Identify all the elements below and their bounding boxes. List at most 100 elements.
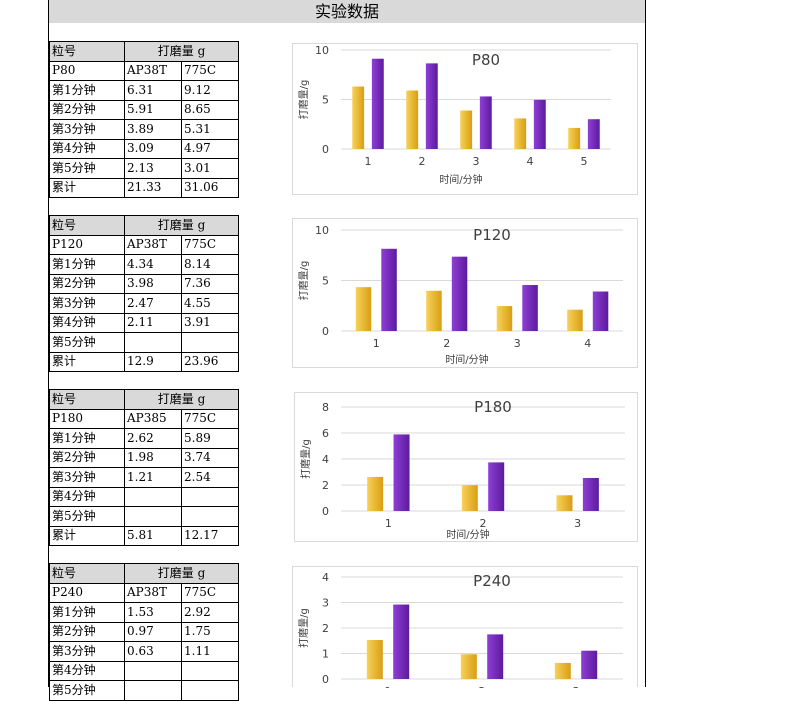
wear-label: 打磨量 g bbox=[124, 215, 239, 236]
table-row: 第4分钟 3.09 4.97 bbox=[49, 138, 239, 159]
bar-775c bbox=[393, 434, 410, 511]
x-tick-label: 2 bbox=[443, 337, 450, 350]
data-table-p120: 粒号 打磨量 g P120 AP38T 775C 第1分钟 4.34 8.14 第2分钟… bbox=[49, 215, 239, 372]
y-tick-label: 10 bbox=[315, 224, 329, 237]
table-cell: 4.55 bbox=[181, 293, 239, 314]
y-tick-label: 2 bbox=[322, 479, 329, 492]
table-cell: AP38T bbox=[124, 234, 182, 255]
table-cell bbox=[124, 660, 182, 681]
table-cell: 第3分钟 bbox=[49, 119, 125, 140]
chart-p80: 0 5 10 1 2 3 4 5 P80 打磨量/g 时间/分钟 bbox=[292, 43, 638, 195]
bar-775c bbox=[381, 248, 397, 331]
bar-ap bbox=[567, 309, 583, 331]
table-row: 第2分钟 0.97 1.75 bbox=[49, 621, 239, 642]
table-cell: 0.63 bbox=[124, 641, 182, 662]
table-cell bbox=[124, 486, 182, 507]
x-axis-title: 时间/分钟 bbox=[445, 353, 488, 366]
table-cell: 第4分钟 bbox=[49, 660, 125, 681]
table-cell: 第2分钟 bbox=[49, 273, 125, 294]
bar-ap bbox=[460, 654, 477, 679]
y-axis-title: 打磨量/g bbox=[297, 80, 310, 120]
table-row: 第1分钟 2.62 5.89 bbox=[49, 428, 239, 449]
grit-label: 粒号 bbox=[49, 563, 125, 584]
x-axis-title: 时间/分钟 bbox=[446, 528, 489, 541]
data-table-p180: 粒号 打磨量 g P180 AP385 775C 第1分钟 2.62 5.89 第2分钟… bbox=[49, 389, 239, 546]
y-tick-label: 1 bbox=[322, 648, 329, 661]
table-row: 第3分钟 1.21 2.54 bbox=[49, 467, 239, 488]
table-cell: 2.54 bbox=[181, 467, 239, 488]
table-cell: 第3分钟 bbox=[49, 467, 125, 488]
table-cell: 12.9 bbox=[124, 351, 182, 372]
table-cell: 12.17 bbox=[181, 525, 239, 546]
chart-p120: 0 5 10 1 2 3 4 P120 打磨量/g 时间/分钟 bbox=[292, 218, 638, 368]
table-row: 第5分钟 bbox=[49, 506, 239, 527]
table-header-row: 粒号 打磨量 g bbox=[49, 215, 239, 236]
bar-ap bbox=[355, 287, 372, 331]
bar-775c bbox=[371, 58, 384, 149]
table-cell: 3.98 bbox=[124, 273, 182, 294]
x-tick-label: 5 bbox=[581, 155, 588, 168]
table-row: 第3分钟 0.63 1.11 bbox=[49, 641, 239, 662]
table-cell: 775C bbox=[181, 582, 239, 603]
bar-ap bbox=[514, 118, 527, 149]
table-cell: 第4分钟 bbox=[49, 138, 125, 159]
bar-775c bbox=[479, 96, 492, 149]
table-cell: 第2分钟 bbox=[49, 99, 125, 120]
table-cell: 2.47 bbox=[124, 293, 182, 314]
table-cell: P120 bbox=[49, 234, 125, 255]
table-cell: 3.01 bbox=[181, 158, 239, 179]
table-header-row: 粒号 打磨量 g bbox=[49, 41, 239, 62]
chart-title: P240 bbox=[473, 572, 511, 590]
chart-svg-p120: 0 5 10 1 2 3 4 P120 打磨量/g 时间/分钟 bbox=[297, 224, 623, 366]
bar-ap bbox=[554, 662, 571, 679]
table-cell: 2.13 bbox=[124, 158, 182, 179]
y-tick-label: 0 bbox=[322, 505, 329, 518]
table-cell: 1.11 bbox=[181, 641, 239, 662]
chart-p240: 01234123P240打磨量/g bbox=[292, 566, 638, 688]
y-tick-label: 5 bbox=[322, 275, 329, 288]
table-row: 第2分钟 3.98 7.36 bbox=[49, 273, 239, 294]
y-tick-label: 0 bbox=[322, 143, 329, 156]
chart-title: P120 bbox=[473, 226, 511, 244]
table-cell: 第5分钟 bbox=[49, 332, 125, 353]
y-tick-label: 0 bbox=[322, 325, 329, 338]
y-tick-label: 0 bbox=[322, 673, 329, 686]
table-cell: 775C bbox=[181, 60, 239, 81]
grit-label: 粒号 bbox=[49, 389, 125, 410]
chart-title: P180 bbox=[474, 398, 512, 416]
table-cell: 2.92 bbox=[181, 602, 239, 623]
x-axis-title: 时间/分钟 bbox=[439, 173, 482, 186]
bar-775c bbox=[582, 477, 599, 511]
y-tick-label: 2 bbox=[322, 622, 329, 635]
table-header-row: 粒号 打磨量 g bbox=[49, 563, 239, 584]
x-tick-label: 4 bbox=[584, 337, 591, 350]
table-cell: 2.11 bbox=[124, 312, 182, 333]
table-row: P120 AP38T 775C bbox=[49, 234, 239, 255]
x-tick-label: 1 bbox=[365, 155, 372, 168]
table-cell bbox=[124, 680, 182, 701]
table-row: 第2分钟 1.98 3.74 bbox=[49, 447, 239, 468]
y-tick-label: 5 bbox=[322, 94, 329, 107]
table-cell: 第3分钟 bbox=[49, 293, 125, 314]
y-tick-label: 8 bbox=[322, 401, 329, 414]
table-row: 第3分钟 2.47 4.55 bbox=[49, 293, 239, 314]
table-row: 第1分钟 4.34 8.14 bbox=[49, 254, 239, 275]
data-table-p80: 粒号 打磨量 g P80 AP38T 775C 第1分钟 6.31 9.12 第2分钟 5… bbox=[49, 41, 239, 198]
bar-ap bbox=[556, 495, 573, 511]
table-cell: 第5分钟 bbox=[49, 158, 125, 179]
table-cell: 第4分钟 bbox=[49, 486, 125, 507]
bar-ap bbox=[352, 86, 365, 149]
table-cell: 1.53 bbox=[124, 602, 182, 623]
table-cell: 第1分钟 bbox=[49, 428, 125, 449]
bar-775c bbox=[581, 650, 598, 679]
x-tick-label: 1 bbox=[385, 517, 392, 530]
table-cell: 第3分钟 bbox=[49, 641, 125, 662]
bar-775c bbox=[488, 462, 505, 511]
bar-ap bbox=[367, 476, 384, 511]
y-axis-title: 打磨量/g bbox=[297, 608, 310, 648]
table-cell: 2.62 bbox=[124, 428, 182, 449]
table-cell: 3.09 bbox=[124, 138, 182, 159]
table-cell: AP38T bbox=[124, 60, 182, 81]
bar-ap bbox=[568, 127, 581, 149]
bar-775c bbox=[451, 256, 468, 331]
